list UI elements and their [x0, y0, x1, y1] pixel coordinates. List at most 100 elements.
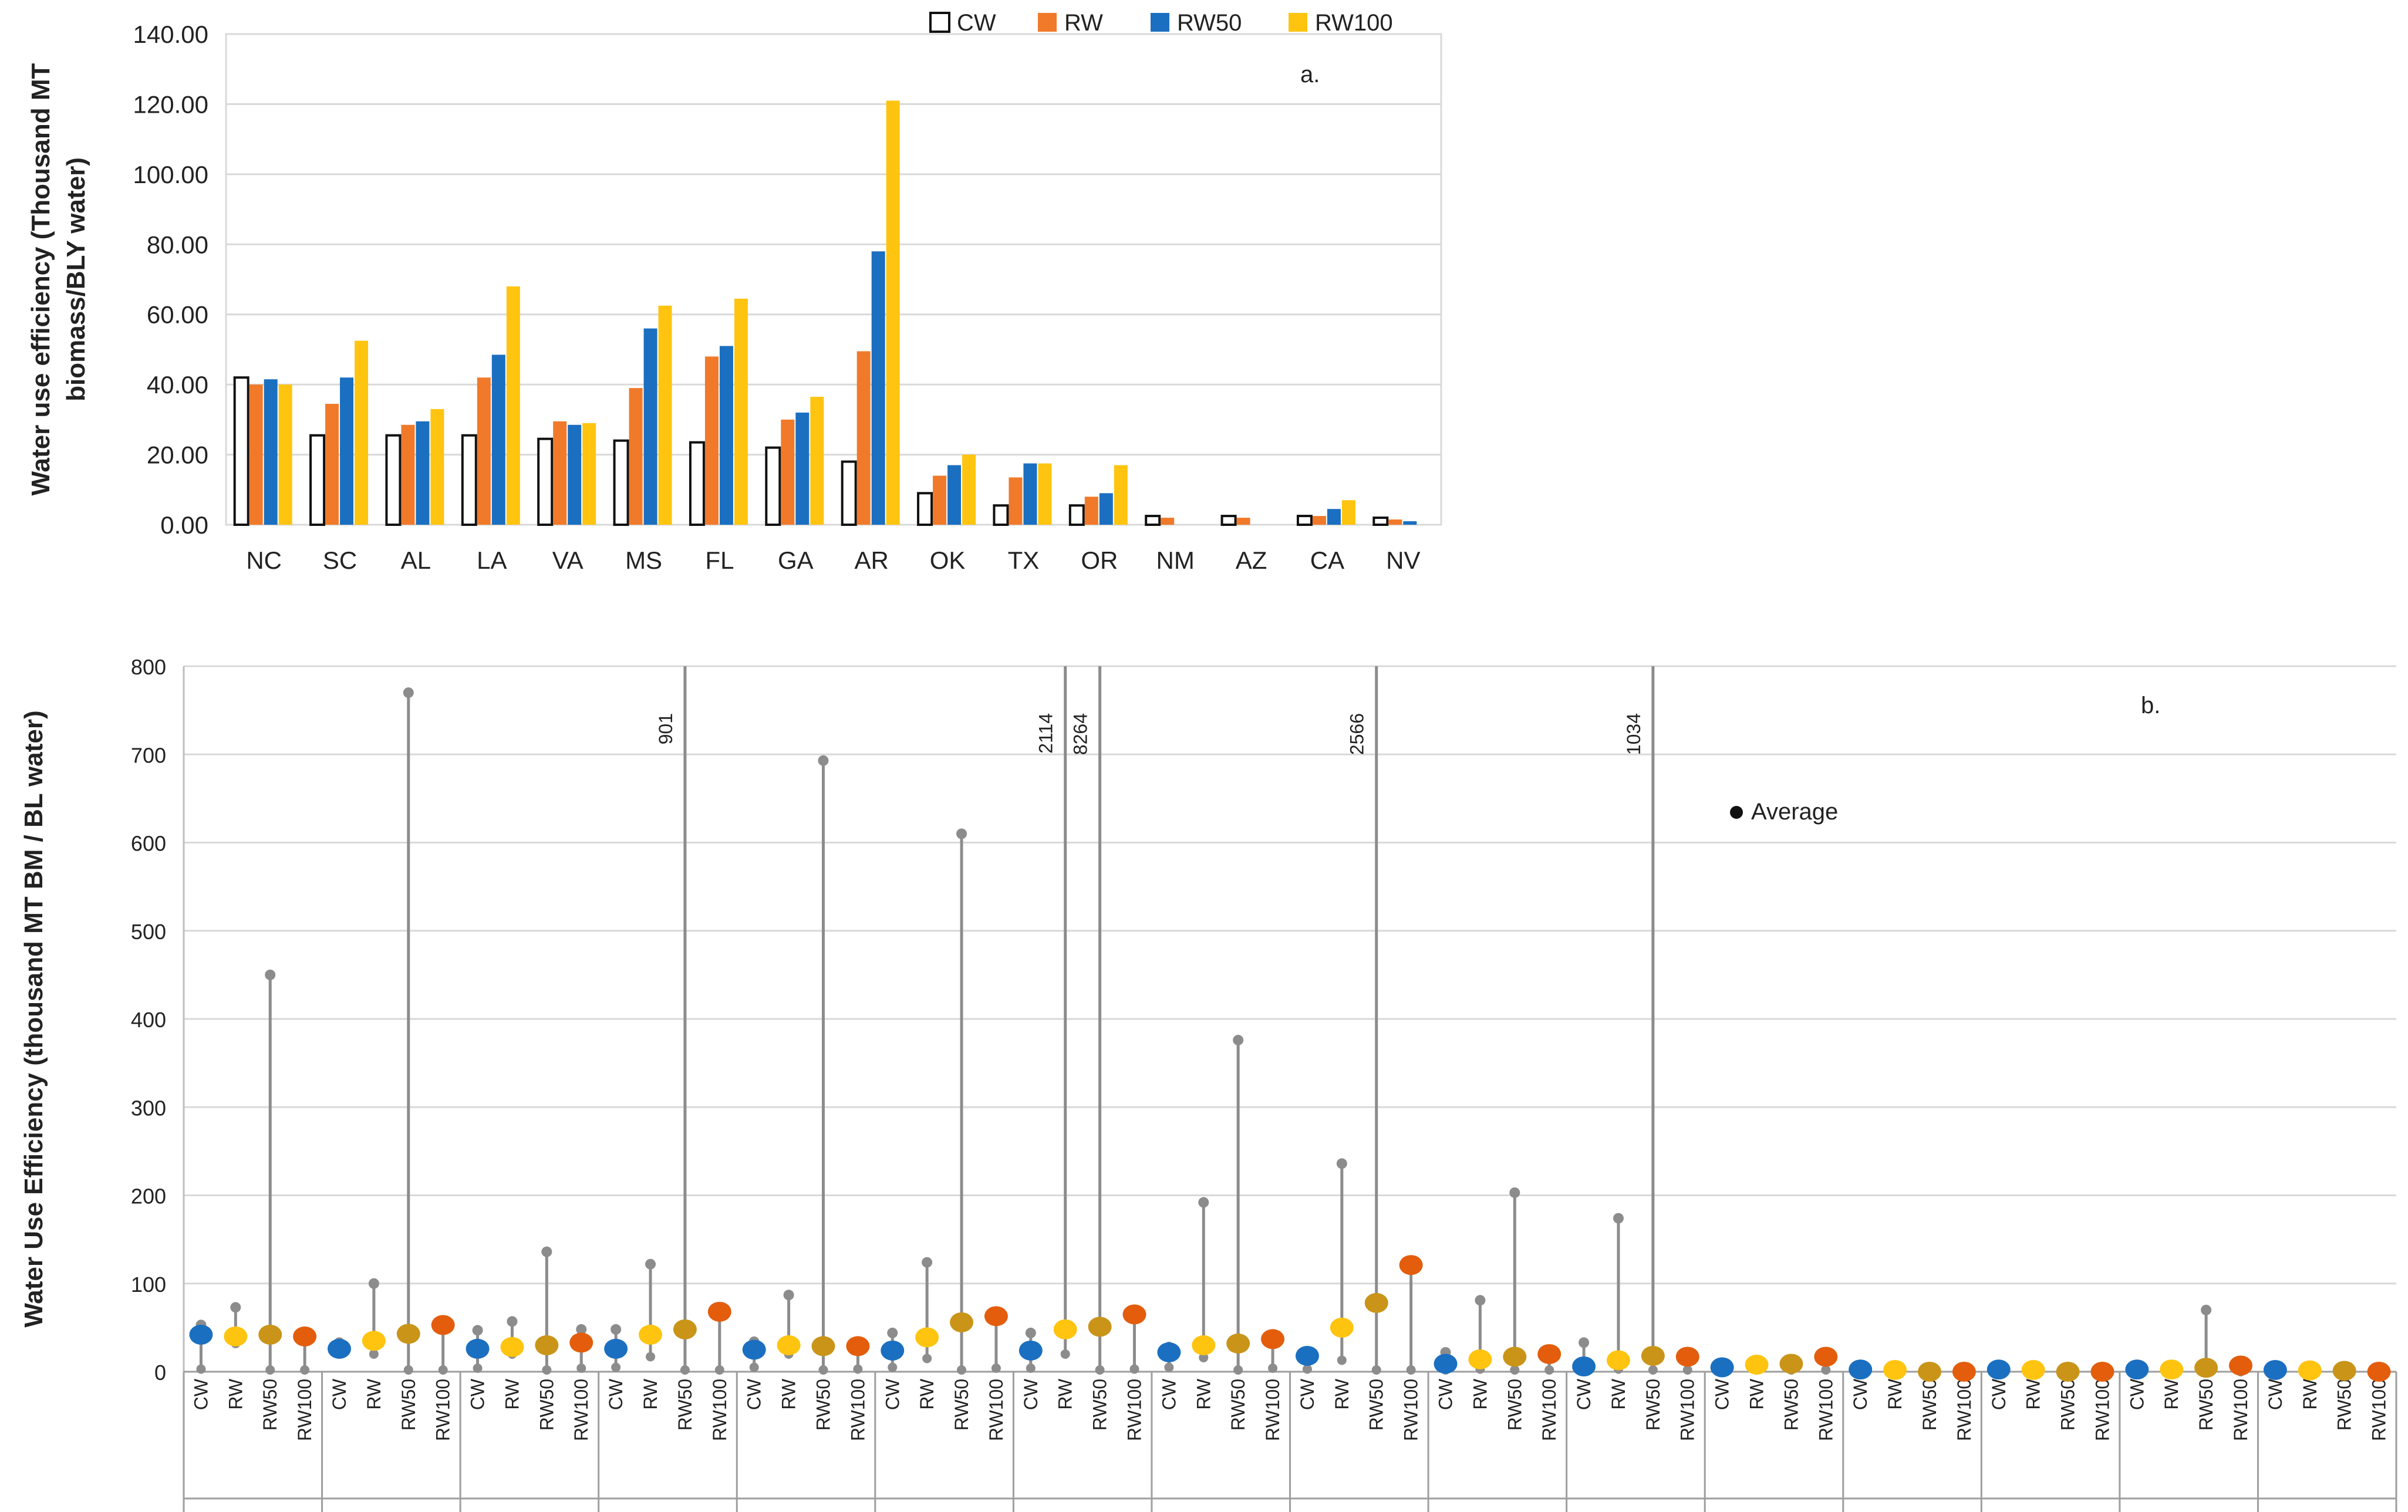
average-marker-rw	[1053, 1319, 1077, 1339]
y-axis-label-line1: Water use efficiency (Thousand MT	[26, 63, 55, 496]
bar-rw100	[810, 397, 824, 525]
average-marker-rw50	[1364, 1292, 1388, 1313]
average-marker-rw50	[1088, 1317, 1112, 1337]
y-tick-label: 700	[131, 743, 166, 767]
bar-rw	[856, 351, 871, 525]
average-marker-cw	[1157, 1342, 1181, 1362]
y-tick-label: 100	[131, 1273, 166, 1297]
min-marker	[853, 1364, 863, 1374]
bar-rw100	[582, 423, 596, 525]
x-subcategory-label: RW50	[674, 1379, 696, 1430]
x-subcategory-label: RW100	[433, 1379, 454, 1441]
max-marker	[576, 1324, 587, 1335]
bar-rw100	[278, 384, 292, 525]
x-group-label: TX	[1622, 1508, 1649, 1512]
bar-rw50	[947, 465, 962, 525]
x-subcategory-label: RW	[2023, 1378, 2044, 1410]
min-marker	[1060, 1349, 1070, 1359]
average-marker-cw	[2125, 1359, 2149, 1380]
panel-label: a.	[1300, 62, 1320, 87]
x-subcategory-label: RW	[2299, 1378, 2321, 1410]
max-marker	[783, 1290, 794, 1301]
x-group-label: GA	[1206, 1508, 1236, 1512]
average-marker-rw50	[1641, 1345, 1665, 1366]
x-subcategory-label: RW50	[2058, 1379, 2079, 1430]
y-tick-label: 400	[131, 1008, 166, 1032]
x-group-label: OK	[1482, 1508, 1513, 1512]
min-marker	[1682, 1365, 1692, 1375]
x-subcategory-label: RW	[916, 1378, 937, 1410]
bar-rw50	[795, 412, 810, 525]
x-subcategory-label: RW50	[1227, 1379, 1249, 1430]
min-marker	[1371, 1365, 1381, 1375]
min-marker	[749, 1362, 759, 1372]
x-subcategory-label: RW100	[847, 1379, 868, 1441]
average-marker-rw	[639, 1324, 663, 1345]
min-marker	[576, 1363, 586, 1373]
x-subcategory-label: RW50	[951, 1379, 972, 1430]
legend-swatch-rw50	[1151, 13, 1169, 32]
max-marker	[1025, 1327, 1036, 1338]
bar-rw	[477, 377, 491, 525]
legend-label: RW	[1064, 10, 1103, 36]
min-marker	[1821, 1365, 1831, 1375]
average-marker-rw100	[431, 1315, 455, 1335]
max-marker	[1509, 1187, 1520, 1198]
min-marker	[1544, 1365, 1554, 1375]
min-marker	[1129, 1364, 1139, 1374]
average-marker-cw	[1710, 1357, 1734, 1378]
bar-rw	[1009, 477, 1023, 525]
bar-rw100	[1114, 465, 1128, 525]
average-marker-cw	[466, 1338, 490, 1359]
average-marker-rw50	[1779, 1354, 1803, 1374]
x-subcategory-label: RW	[1469, 1378, 1490, 1410]
legend-average-marker	[1730, 806, 1743, 819]
x-subcategory-label: CW	[744, 1378, 765, 1410]
average-marker-rw	[362, 1331, 386, 1351]
bar-cw	[537, 437, 554, 526]
bar-cw	[1145, 515, 1161, 526]
bar-rw	[249, 384, 263, 525]
x-group-label: FL	[1070, 1508, 1095, 1512]
min-marker	[646, 1352, 656, 1362]
y-tick-label: 300	[131, 1096, 166, 1120]
x-subcategory-label: RW50	[812, 1379, 834, 1430]
x-subcategory-label: RW	[1055, 1378, 1076, 1410]
average-marker-rw50	[535, 1335, 559, 1355]
y-tick-label: 800	[131, 655, 166, 679]
average-marker-rw50	[811, 1336, 835, 1356]
bar-rw100	[1341, 500, 1355, 525]
average-marker-cw	[1987, 1359, 2011, 1380]
average-marker-rw	[1192, 1335, 1216, 1355]
bar-rw50	[643, 328, 657, 525]
x-subcategory-label: RW100	[571, 1379, 592, 1441]
x-subcategory-label: RW100	[2230, 1379, 2251, 1441]
min-marker	[196, 1364, 206, 1374]
x-subcategory-label: RW50	[1643, 1379, 1664, 1430]
bar-rw50	[416, 421, 430, 525]
average-marker-rw50	[396, 1324, 420, 1344]
x-subcategory-label: RW100	[1815, 1379, 1836, 1441]
bar-cw	[917, 492, 933, 526]
bar-cw	[765, 446, 781, 526]
x-subcategory-label: RW100	[2369, 1379, 2390, 1441]
average-marker-rw100	[1814, 1346, 1838, 1367]
average-marker-rw	[224, 1326, 248, 1346]
max-marker	[1233, 1035, 1244, 1046]
y-tick-label: 140.00	[133, 21, 208, 48]
average-marker-rw100	[1537, 1344, 1562, 1364]
y-tick-label: 0.00	[160, 511, 208, 539]
max-marker	[611, 1324, 622, 1335]
bar-rw50	[568, 424, 582, 525]
x-subcategory-label: RW	[1608, 1378, 1629, 1410]
max-marker	[1198, 1197, 1209, 1208]
x-subcategory-label: RW100	[2092, 1379, 2113, 1441]
bar-rw	[1388, 519, 1402, 525]
min-marker	[1199, 1352, 1209, 1362]
min-marker	[1510, 1365, 1520, 1375]
x-subcategory-label: RW50	[1919, 1379, 1940, 1430]
bar-rw50	[340, 377, 354, 525]
bar-rw	[933, 475, 947, 525]
y-tick-label: 0	[154, 1361, 166, 1385]
x-subcategory-label: RW	[1193, 1378, 1214, 1410]
